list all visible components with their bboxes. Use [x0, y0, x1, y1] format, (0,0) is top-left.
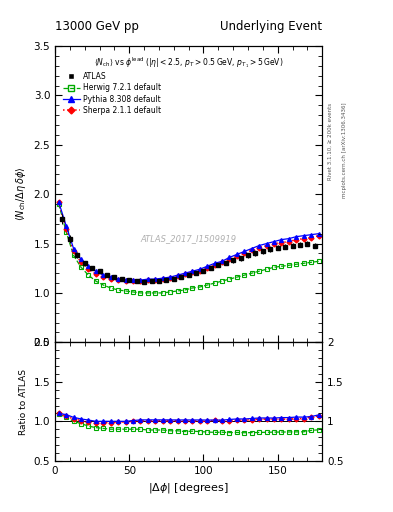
Text: $\langle N_{\rm ch}\rangle$ vs $\phi^{\rm lead}$ ($|\eta|<2.5,\,p_T>0.5\,{\rm Ge: $\langle N_{\rm ch}\rangle$ vs $\phi^{\r…: [94, 55, 283, 70]
Text: Rivet 3.1.10, ≥ 200k events: Rivet 3.1.10, ≥ 200k events: [328, 102, 333, 180]
Text: mcplots.cern.ch [arXiv:1306.3436]: mcplots.cern.ch [arXiv:1306.3436]: [342, 102, 347, 198]
Y-axis label: $\langle N_{\rm ch}/\Delta\eta\,\delta\phi\rangle$: $\langle N_{\rm ch}/\Delta\eta\,\delta\p…: [14, 167, 28, 222]
Legend: ATLAS, Herwig 7.2.1 default, Pythia 8.308 default, Sherpa 2.1.1 default: ATLAS, Herwig 7.2.1 default, Pythia 8.30…: [62, 71, 163, 117]
Text: ATLAS_2017_I1509919: ATLAS_2017_I1509919: [141, 234, 237, 243]
Y-axis label: Ratio to ATLAS: Ratio to ATLAS: [19, 369, 28, 435]
Text: Underlying Event: Underlying Event: [220, 20, 322, 33]
X-axis label: $|\Delta\phi|$ [degrees]: $|\Delta\phi|$ [degrees]: [148, 481, 229, 495]
Text: 13000 GeV pp: 13000 GeV pp: [55, 20, 139, 33]
